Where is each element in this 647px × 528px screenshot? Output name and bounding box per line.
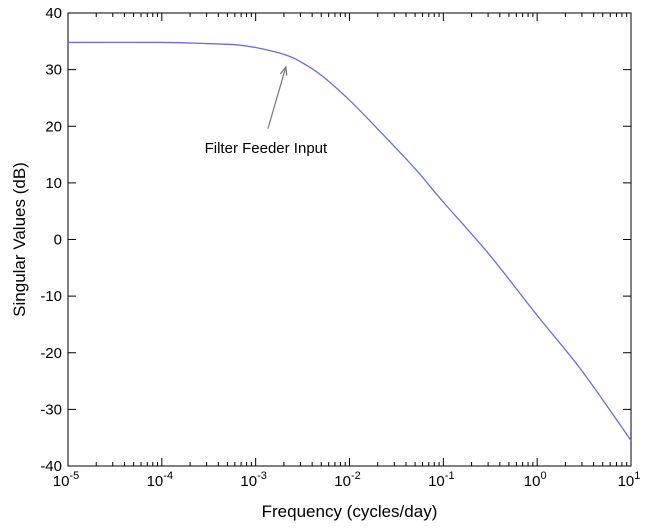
y-tick-label: -30 <box>40 401 62 418</box>
annotation-arrow <box>267 66 287 129</box>
x-tick-label: 101 <box>618 470 641 490</box>
x-axis-label: Frequency (cycles/day) <box>262 502 438 521</box>
plot-frame <box>67 12 632 467</box>
series-layer <box>67 41 632 441</box>
y-axis-label: Singular Values (dB) <box>10 162 29 317</box>
annotation-layer: Filter Feeder Input <box>205 65 328 157</box>
y-tick-labels: 40 30 20 10 0 -10 -20 -30 -40 <box>40 5 62 475</box>
y-tick-label: 40 <box>45 5 62 22</box>
x-tick-labels: 10-5 10-4 10-3 10-2 10-1 100 101 <box>53 470 641 490</box>
y-tick-label: 0 <box>54 232 62 249</box>
x-tick-label: 10-4 <box>147 470 173 490</box>
x-tick-label: 10-1 <box>428 470 454 490</box>
x-tick-label: 10-3 <box>240 470 266 490</box>
y-tick-label: -10 <box>40 288 62 305</box>
annotation-arrowhead <box>279 65 288 76</box>
y-tick-label: 10 <box>45 175 62 192</box>
x-tick-label: 100 <box>524 470 547 490</box>
series-line <box>67 41 632 441</box>
y-tick-label: -40 <box>40 458 62 475</box>
x-tick-label: 10-5 <box>53 470 79 490</box>
x-tick-label: 10-2 <box>334 470 360 490</box>
annotation-label: Filter Feeder Input <box>205 140 328 157</box>
y-tick-label: 30 <box>45 62 62 79</box>
minor-ticks <box>95 13 628 466</box>
major-ticks <box>67 12 632 467</box>
y-tick-label: 20 <box>45 118 62 135</box>
y-tick-label: -20 <box>40 345 62 362</box>
